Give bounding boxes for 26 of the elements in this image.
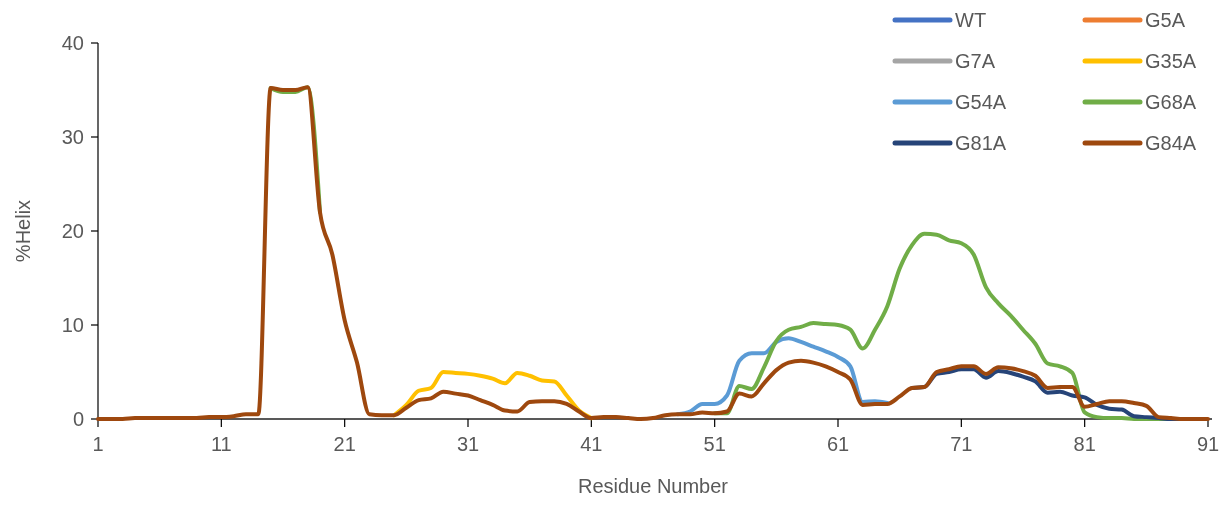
legend-label: G35A <box>1145 50 1197 72</box>
legend-label: G54A <box>955 91 1007 113</box>
y-tick-label: 10 <box>61 314 84 336</box>
x-tick-label: 91 <box>1196 433 1220 455</box>
x-tick-label: 21 <box>333 433 356 455</box>
x-tick-label: 71 <box>950 433 973 455</box>
legend-label: WT <box>955 9 987 31</box>
y-tick-label: 40 <box>61 32 84 54</box>
x-axis-title: Residue Number <box>577 475 729 497</box>
x-tick-label: 1 <box>92 433 104 455</box>
legend-label: G84A <box>1145 132 1197 154</box>
legend-label: G68A <box>1145 91 1197 113</box>
y-axis-title: %Helix <box>12 199 34 263</box>
legend-label: G5A <box>1145 9 1186 31</box>
x-tick-label: 81 <box>1073 433 1096 455</box>
y-tick-label: 30 <box>61 126 84 148</box>
x-tick-label: 11 <box>210 433 232 455</box>
x-tick-label: 41 <box>580 433 603 455</box>
x-tick-label: 51 <box>703 433 726 455</box>
line-series <box>96 85 1210 421</box>
x-tick-label: 61 <box>826 433 850 455</box>
y-tick-label: 0 <box>72 408 84 430</box>
legend-label: G81A <box>955 132 1007 154</box>
x-tick-label: 31 <box>456 433 480 455</box>
legend-label: G7A <box>955 50 996 72</box>
y-tick-label: 20 <box>61 220 84 242</box>
